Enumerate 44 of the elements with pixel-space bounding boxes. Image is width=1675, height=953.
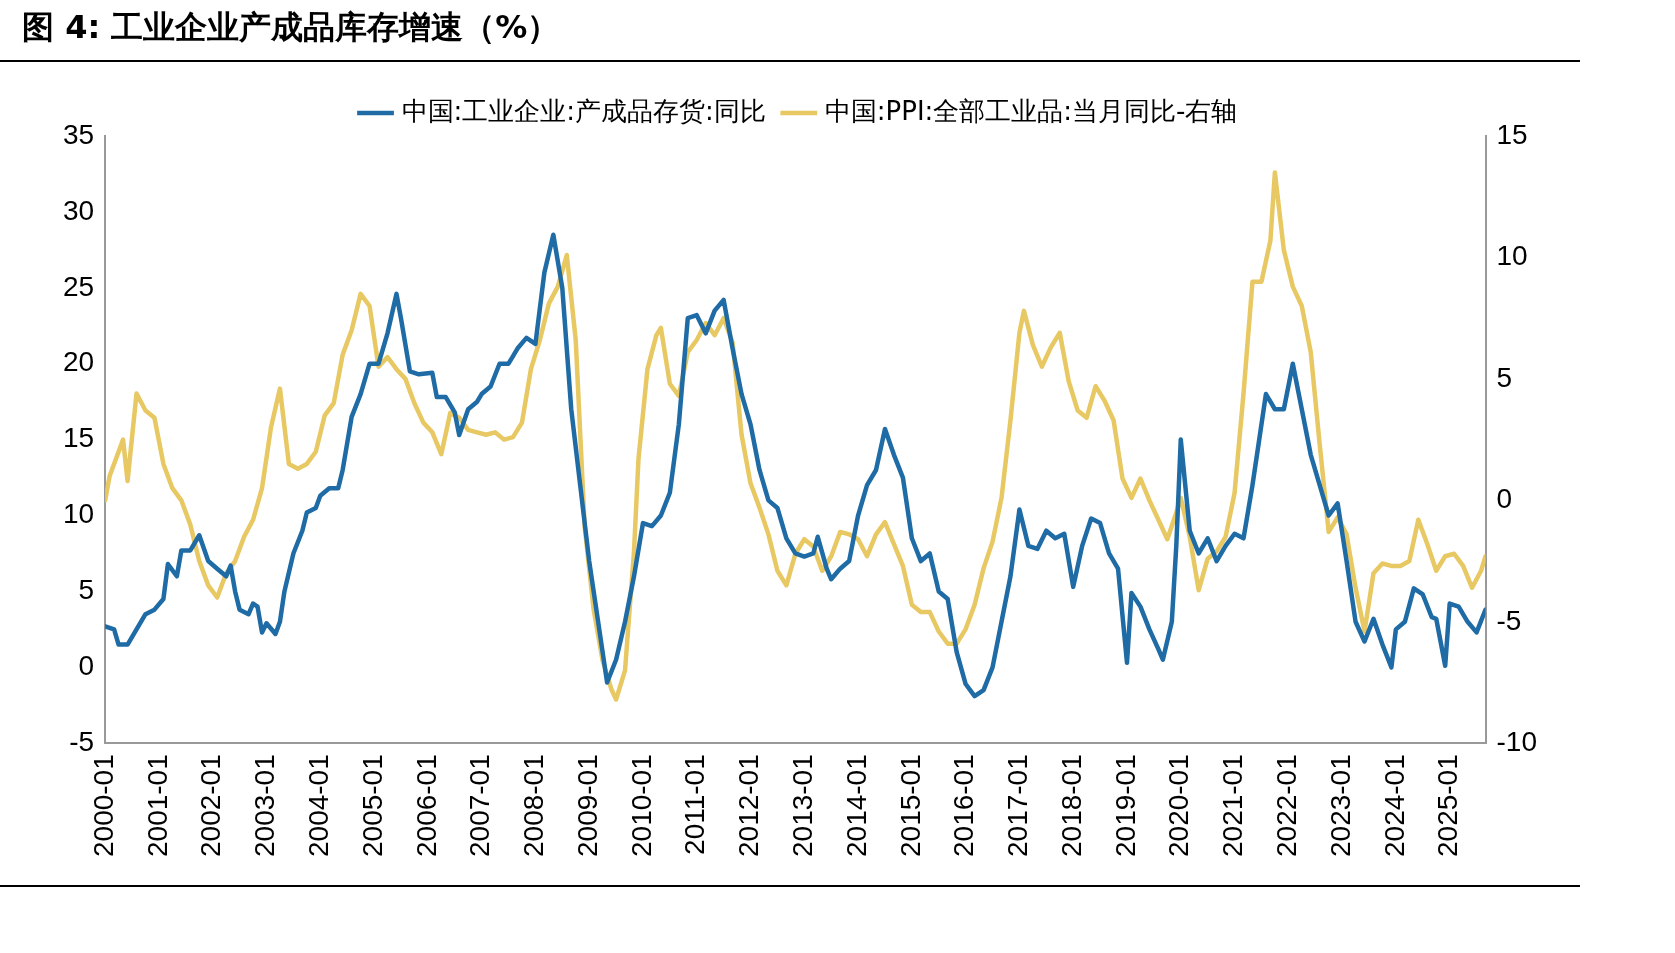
x-tick-label: 2013-01 [787, 754, 819, 858]
x-tick-label: 2002-01 [195, 754, 227, 858]
x-tick-label: 2007-01 [464, 754, 496, 858]
x-tick-label: 2005-01 [356, 754, 388, 858]
x-tick-label: 2022-01 [1271, 754, 1303, 858]
x-tick-label: 2011-01 [679, 754, 711, 855]
y-tick-label: 0 [78, 650, 95, 682]
y2-tick-label: 5 [1496, 361, 1513, 393]
x-tick-label: 2017-01 [1002, 754, 1034, 858]
x-tick-label: 2008-01 [518, 754, 550, 858]
y2-tick-label: 0 [1496, 483, 1513, 515]
y-tick-label: 20 [62, 346, 95, 378]
x-tick-label: 2009-01 [571, 754, 603, 858]
y2-tick-label: -5 [1496, 604, 1522, 636]
x-tick-label: 2018-01 [1055, 754, 1087, 858]
x-tick-label: 2004-01 [302, 754, 334, 858]
x-tick-label: 2001-01 [141, 754, 173, 858]
x-tick-label: 2020-01 [1163, 754, 1195, 858]
x-tick-label: 2012-01 [733, 754, 765, 858]
x-tick-label: 2006-01 [410, 754, 442, 858]
y-tick-label: 10 [62, 498, 95, 530]
y2-tick-label: -10 [1496, 725, 1537, 757]
x-tick-label: 2003-01 [249, 754, 281, 858]
y2-tick-label: 10 [1496, 240, 1528, 272]
x-tick-label: 2016-01 [948, 754, 980, 858]
x-tick-label: 2024-01 [1378, 754, 1410, 858]
legend-label: 中国:工业企业:产成品存货:同比 [401, 95, 766, 126]
x-tick-label: 2025-01 [1432, 754, 1464, 858]
x-tick-label: 2014-01 [840, 754, 872, 858]
x-tick-label: 2019-01 [1109, 754, 1141, 858]
x-tick-label: 2021-01 [1217, 754, 1249, 858]
y-tick-label: 35 [62, 118, 95, 150]
legend-label: 中国:PPI:全部工业品:当月同比-右轴 [824, 95, 1238, 126]
x-tick-label: 2023-01 [1324, 754, 1356, 858]
y2-tick-label: 15 [1496, 118, 1528, 150]
x-tick-label: 2010-01 [625, 754, 657, 858]
y-tick-label: 15 [62, 422, 95, 454]
x-tick-label: 2015-01 [894, 754, 926, 858]
y-tick-label: 30 [62, 194, 95, 226]
y-tick-label: 5 [78, 574, 95, 606]
chart-title: 图 4: 工业企业产成品库存增速（%） [22, 7, 560, 48]
x-tick-label: 2000-01 [87, 754, 119, 858]
y-tick-label: 25 [62, 270, 95, 302]
y-tick-label: -5 [69, 725, 95, 757]
